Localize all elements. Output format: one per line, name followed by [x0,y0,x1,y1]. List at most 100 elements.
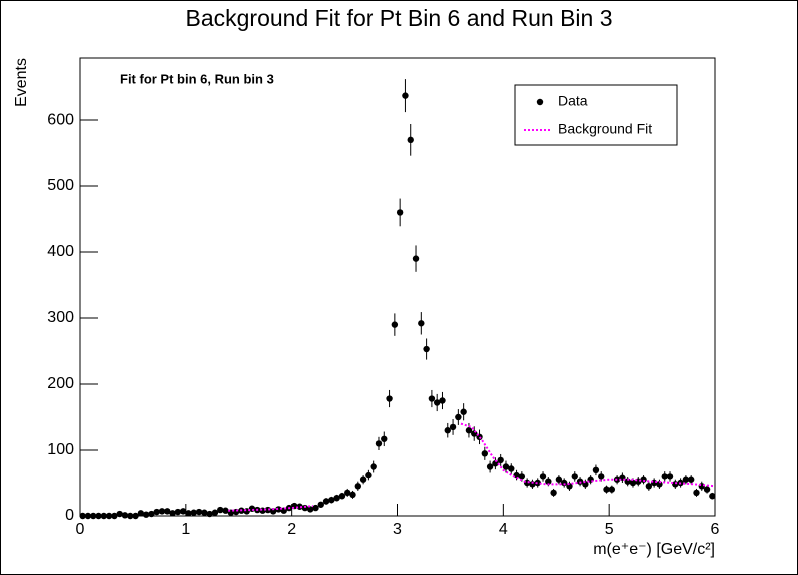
data-point [132,512,139,520]
data-point [486,463,494,470]
data-point [444,427,451,434]
data-point [269,508,277,515]
y-tick-label: 300 [47,309,74,326]
data-point [391,321,399,328]
data-point [693,489,700,497]
data-point [539,473,547,480]
data-point [354,483,362,490]
data-point [222,507,229,514]
y-tick-label: 0 [65,507,74,524]
x-axis-label: m(e⁺e⁻) [GeV/c²] [593,541,715,558]
data-point [174,508,182,516]
data-point [317,501,324,508]
data-point [624,478,631,485]
data-point [349,491,356,499]
data-point [111,512,118,520]
data-point [121,512,129,519]
data-point [449,423,457,431]
legend-marker [536,98,544,106]
data-point [386,395,393,402]
y-axis-label: Events [13,58,30,107]
data-point [465,427,473,434]
data-point [423,345,430,353]
data-point [142,511,150,518]
data-point [105,512,113,520]
data-point [375,440,383,447]
data-point [571,473,578,480]
data-point [275,506,282,513]
data-point [79,512,86,520]
x-tick-label: 1 [181,521,190,538]
data-point [137,510,145,517]
data-point [84,512,92,520]
data-point [555,476,563,483]
data-point [169,510,176,517]
data-point [322,498,330,505]
data-point [682,476,690,483]
data-point [433,399,441,406]
data-point [439,397,446,404]
data-point [90,512,97,520]
data-point [513,471,520,479]
data-point [95,512,102,520]
data-point [545,478,552,485]
data-point [661,473,668,480]
data-point [185,510,192,517]
data-point [370,463,377,470]
x-tick-label: 4 [499,521,508,538]
data-point [418,320,425,327]
data-point [407,136,414,144]
data-point [153,508,160,516]
data-point [211,509,219,516]
data-point [190,509,197,516]
data-point [534,479,541,487]
chart-title: Background Fit for Pt Bin 6 and Run Bin … [185,5,612,31]
x-tick-label: 6 [711,521,720,538]
data-point [328,496,335,504]
data-point [518,473,526,480]
data-point [497,456,504,464]
data-point [116,510,123,518]
y-tick-label: 400 [47,243,74,260]
legend-box [514,84,678,146]
data-point [396,209,404,216]
data-point [127,512,134,520]
data-point [492,460,499,467]
y-tick-label: 200 [47,375,74,392]
data-point [645,483,653,490]
data-point [560,479,568,487]
data-point [164,508,171,515]
data-point [148,510,155,518]
data-point [344,489,351,497]
data-point [455,413,462,421]
y-tick-label: 100 [47,441,74,458]
data-point [603,486,610,493]
data-point [217,506,224,514]
x-tick-label: 2 [287,521,296,538]
data-point [100,512,108,520]
data-point [195,508,203,516]
y-tick-label: 500 [47,177,74,194]
data-point [158,508,166,515]
data-point [306,506,314,513]
data-point [598,473,605,480]
data-point [428,395,436,402]
data-point [687,476,695,483]
data-point [481,450,489,457]
data-point [460,408,467,415]
data-point [359,476,367,483]
data-point [365,471,372,479]
data-point [666,473,674,480]
data-point [333,494,340,502]
legend-label: Data [558,93,588,109]
data-point [592,466,600,474]
data-point [709,493,716,500]
data-point [301,504,309,512]
data-point [201,509,208,516]
data-point [508,465,515,472]
annotation: Fit for Pt bin 6, Run bin 3 [120,71,274,86]
x-tick-label: 3 [393,521,402,538]
data-point [502,463,510,470]
data-point [629,479,637,487]
